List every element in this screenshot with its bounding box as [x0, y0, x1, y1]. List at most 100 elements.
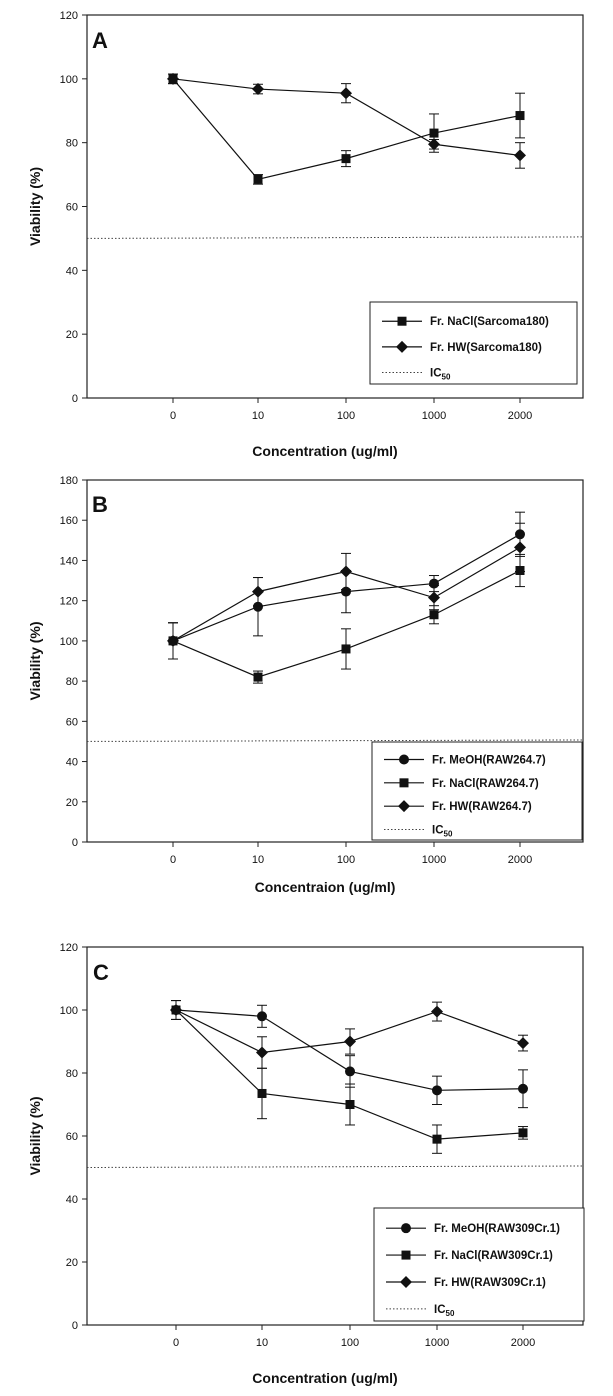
legend-marker: [398, 800, 410, 813]
data-point: [253, 174, 263, 184]
x-tick-label: 10: [256, 1337, 268, 1349]
data-point: [340, 565, 352, 578]
y-tick-label: 80: [66, 676, 78, 688]
legend-marker: [396, 340, 408, 353]
legend-marker: [399, 754, 409, 765]
data-point: [432, 1085, 442, 1096]
legend-box: [369, 301, 578, 385]
x-tick-label: 2000: [508, 854, 532, 866]
legend-marker: [400, 1275, 412, 1288]
data-point: [345, 1100, 355, 1109]
x-axis-title: Concentraion (ug/ml): [255, 879, 396, 895]
data-point: [518, 1128, 528, 1138]
legend: Fr. MeOH(RAW309Cr.1) Fr. NaCl(RAW309Cr.1)…: [373, 1207, 585, 1322]
data-point: [253, 672, 263, 682]
legend-label: Fr. NaCl(RAW264.7): [432, 778, 539, 790]
data-point: [431, 1005, 443, 1018]
x-axis-title: Concentration (ug/ml): [252, 443, 397, 459]
series-square: [171, 1000, 528, 1154]
y-tick-label: 100: [60, 1005, 78, 1017]
y-tick-label: 120: [60, 10, 78, 22]
data-point: [432, 1134, 442, 1144]
y-tick-label: 120: [60, 596, 78, 608]
x-tick-label: 100: [337, 854, 355, 866]
y-tick-label: 60: [66, 202, 78, 214]
legend-label: Fr. NaCl(RAW309Cr.1): [434, 1250, 553, 1262]
legend-label: Fr. MeOH(RAW309Cr.1): [434, 1223, 560, 1235]
y-tick-label: 60: [66, 716, 78, 728]
y-tick-label: 160: [60, 515, 78, 527]
data-point: [340, 87, 352, 100]
panel-letter: C: [93, 960, 109, 985]
y-tick-label: 40: [66, 1194, 78, 1206]
y-tick-label: 40: [66, 265, 78, 277]
data-point: [428, 591, 440, 604]
y-axis-title: Viability (%): [27, 167, 43, 246]
y-axis-title: Viability (%): [27, 1096, 43, 1175]
x-tick-label: 0: [170, 410, 176, 422]
y-tick-label: 40: [66, 757, 78, 769]
y-tick-label: 0: [72, 1320, 78, 1332]
x-tick-label: 100: [341, 1337, 359, 1349]
x-tick-label: 2000: [508, 410, 532, 422]
series-diamond: [167, 72, 526, 169]
legend-marker: [397, 316, 407, 326]
x-tick-label: 0: [170, 854, 176, 866]
plot-frame: [86, 479, 584, 843]
y-tick-label: 180: [60, 475, 78, 487]
y-tick-label: 0: [72, 837, 78, 849]
data-point: [345, 1066, 355, 1077]
x-tick-label: 1000: [422, 854, 446, 866]
data-point: [253, 601, 263, 612]
data-point: [518, 1083, 528, 1094]
legend-marker: [401, 1250, 411, 1260]
y-tick-label: 100: [60, 636, 78, 648]
x-tick-label: 1000: [425, 1337, 449, 1349]
y-tick-label: 140: [60, 555, 78, 567]
legend-label-ic50-sub: 50: [444, 830, 453, 839]
panel-c: 0 20 40 60 80 100 120 0 10 100 1000 2000 Concentrati…: [27, 942, 585, 1386]
legend: Fr. MeOH(RAW264.7) Fr. NaCl(RAW264.7) Fr. …: [371, 741, 583, 841]
data-point: [429, 128, 439, 138]
y-tick-label: 20: [66, 797, 78, 809]
y-tick-label: 20: [66, 329, 78, 341]
x-tick-label: 2000: [511, 1337, 535, 1349]
legend-label: Fr. NaCl(Sarcoma180): [430, 316, 549, 328]
legend-label-ic50-sub: 50: [442, 372, 451, 381]
legend-label-ic50-sub: 50: [446, 1309, 455, 1318]
data-point: [167, 72, 179, 85]
y-tick-label: 20: [66, 1257, 78, 1269]
series-diamond: [170, 1000, 529, 1069]
legend-label: Fr. HW(RAW264.7): [432, 801, 532, 813]
y-tick-label: 80: [66, 138, 78, 150]
y-tick-label: 100: [60, 74, 78, 86]
panel-a: 0 20 40 60 80 100 120 0 10 100 1000 2000 Concentrati…: [27, 10, 584, 459]
ic50-line: [86, 739, 584, 742]
legend-marker: [399, 778, 409, 788]
legend: Fr. NaCl(Sarcoma180)Fr. HW(Sarcoma180)IC…: [369, 301, 578, 385]
panel-letter: A: [92, 28, 108, 53]
x-axis-title: Concentration (ug/ml): [252, 1370, 397, 1386]
data-point: [341, 154, 351, 164]
data-point: [428, 138, 440, 151]
x-tick-label: 100: [337, 410, 355, 422]
y-tick-label: 120: [60, 942, 78, 954]
data-point: [256, 1046, 268, 1059]
panel-b: 0 20 40 60 80 100 120 140 160 180 0 10 100 1000 2000 Co…: [27, 475, 584, 895]
legend-marker: [401, 1223, 411, 1234]
y-tick-label: 60: [66, 1131, 78, 1143]
data-point: [167, 634, 179, 647]
data-point: [514, 149, 526, 162]
ic50-line: [86, 236, 584, 239]
data-point: [341, 644, 351, 654]
data-point: [257, 1011, 267, 1022]
data-point: [252, 585, 264, 598]
data-point: [517, 1037, 529, 1050]
data-point: [170, 1004, 182, 1016]
data-point: [344, 1035, 356, 1048]
legend-label: Fr. MeOH(RAW264.7): [432, 755, 546, 767]
data-point: [514, 541, 526, 554]
series-diamond: [167, 522, 526, 660]
ic50-line: [86, 1165, 584, 1168]
